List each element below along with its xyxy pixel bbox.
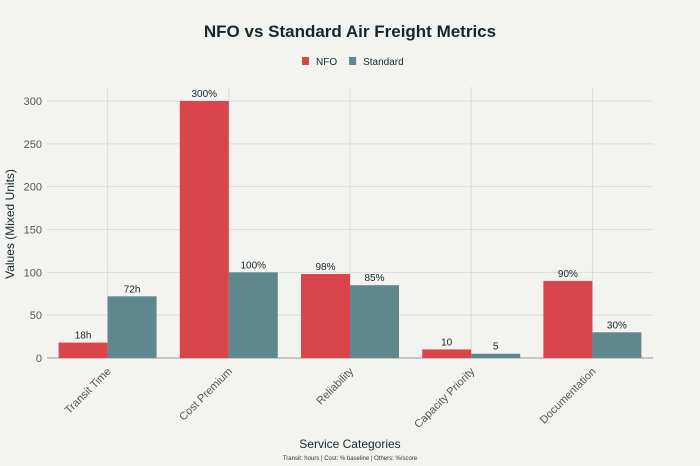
- legend: NFO Standard: [302, 57, 404, 68]
- bar-standard: [228, 272, 278, 358]
- data-label: 10: [441, 337, 453, 348]
- data-label: 100%: [241, 260, 267, 271]
- chart-title: NFO vs Standard Air Freight Metrics: [204, 22, 496, 41]
- bar-nfo: [301, 274, 350, 358]
- bar-standard: [592, 332, 642, 358]
- x-ticks: Transit Time Cost Premium Reliability Capac…: [63, 365, 599, 430]
- x-tick-label: Transit Time: [63, 366, 114, 417]
- bar-standard: [107, 296, 157, 358]
- x-tick-label: Capacity Priority: [412, 365, 477, 430]
- legend-swatch-nfo: [302, 57, 309, 65]
- bar-standard: [350, 285, 399, 358]
- bar-nfo: [58, 342, 108, 358]
- units-annotation: Transit: hours | Cost: % baseline | Othe…: [283, 456, 418, 462]
- x-tick-label: Documentation: [538, 366, 599, 427]
- bar-nfo: [422, 349, 472, 358]
- y-tick-label: 300: [24, 96, 42, 108]
- y-axis-title: Values (Mixed Units): [3, 169, 17, 279]
- y-tick-label: 50: [30, 310, 42, 322]
- legend-swatch-standard: [349, 57, 357, 65]
- data-label: 72h: [124, 284, 141, 295]
- legend-label: Standard: [363, 57, 404, 68]
- y-tick-label: 250: [24, 139, 42, 151]
- data-label: 30%: [607, 320, 627, 331]
- legend-label: NFO: [316, 57, 337, 68]
- data-label: 18h: [75, 331, 92, 342]
- x-tick-label: Reliability: [314, 365, 356, 407]
- y-tick-label: 0: [36, 353, 42, 365]
- data-labels: 18h 72h 300% 100% 98% 85% 10 5 90% 30%: [75, 89, 627, 353]
- bar-standard: [471, 353, 521, 358]
- x-tick-label: Cost Premium: [177, 366, 235, 424]
- y-tick-label: 200: [24, 182, 42, 194]
- data-label: 98%: [315, 262, 335, 273]
- bar-nfo: [179, 101, 229, 358]
- data-label: 85%: [364, 273, 384, 284]
- y-tick-label: 150: [24, 225, 42, 237]
- data-label: 5: [493, 342, 499, 353]
- y-tick-label: 100: [24, 267, 42, 279]
- x-axis-title: Service Categories: [299, 437, 400, 451]
- data-label: 90%: [558, 269, 578, 280]
- bars: [58, 101, 642, 358]
- y-ticks: 0 50 100 150 200 250 300: [24, 96, 42, 365]
- data-label: 300%: [192, 89, 218, 100]
- bar-nfo: [543, 280, 593, 358]
